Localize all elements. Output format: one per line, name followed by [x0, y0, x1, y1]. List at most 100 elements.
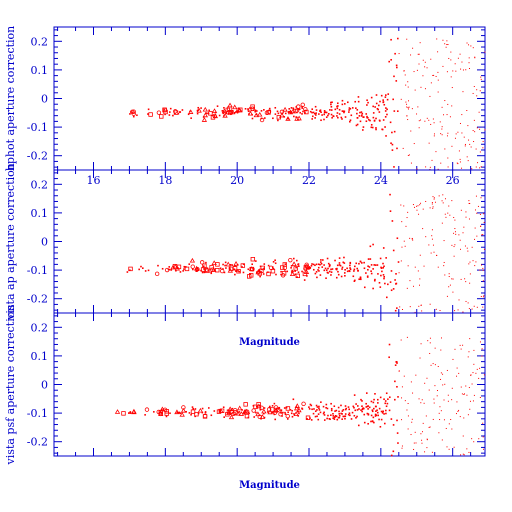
data-point	[384, 126, 386, 128]
data-point	[440, 349, 442, 351]
data-point	[280, 265, 285, 270]
data-point	[388, 356, 390, 359]
data-point	[318, 409, 321, 411]
data-point	[461, 167, 463, 169]
data-point	[473, 441, 475, 443]
data-point	[382, 99, 384, 101]
data-point	[323, 110, 326, 112]
data-point	[371, 420, 374, 422]
data-point	[218, 114, 221, 117]
data-point	[304, 109, 307, 112]
data-point	[201, 117, 208, 122]
data-point	[394, 398, 396, 401]
data-point	[388, 409, 391, 412]
data-point	[449, 214, 451, 216]
data-point	[480, 78, 482, 80]
data-point	[459, 416, 461, 418]
data-point	[204, 411, 207, 413]
data-point	[472, 47, 474, 49]
data-point	[332, 415, 335, 417]
data-point	[384, 402, 387, 405]
data-point	[431, 235, 433, 237]
data-point	[326, 257, 329, 260]
data-point	[312, 263, 315, 266]
data-point	[407, 211, 409, 213]
data-point	[320, 401, 322, 403]
data-point	[349, 268, 352, 271]
data-point	[416, 168, 418, 170]
data-point	[477, 162, 479, 164]
data-point	[451, 105, 453, 107]
data-point	[126, 271, 129, 273]
data-point	[336, 418, 339, 421]
data-point	[349, 119, 352, 122]
data-point	[433, 251, 435, 253]
data-point	[342, 415, 345, 418]
data-point	[461, 114, 463, 116]
data-point	[243, 412, 245, 415]
data-point	[355, 124, 358, 127]
data-point	[473, 394, 475, 396]
data-point	[372, 416, 375, 419]
data-point	[468, 57, 470, 59]
data-point	[401, 308, 403, 310]
data-point	[444, 213, 446, 215]
data-point	[415, 374, 417, 376]
data-point	[452, 278, 454, 280]
data-point	[389, 281, 392, 283]
data-point	[400, 260, 402, 262]
data-point	[355, 403, 357, 405]
data-point	[441, 439, 443, 441]
data-point	[416, 209, 418, 211]
data-point	[462, 91, 464, 93]
data-point	[309, 110, 312, 113]
data-point	[341, 103, 344, 106]
data-point	[342, 110, 345, 113]
data-point	[445, 46, 447, 48]
data-point	[436, 38, 438, 40]
data-point	[441, 200, 443, 202]
data-point	[432, 244, 434, 246]
data-point	[367, 258, 370, 260]
data-point	[293, 266, 298, 271]
data-point	[401, 419, 403, 421]
data-point	[285, 406, 288, 409]
data-point	[399, 306, 401, 308]
data-point	[147, 113, 149, 115]
data-point	[164, 113, 166, 116]
data-point	[403, 205, 405, 207]
data-point	[311, 111, 313, 114]
data-point	[148, 112, 153, 117]
data-point	[382, 262, 384, 265]
data-point	[153, 411, 155, 413]
data-point	[376, 398, 379, 401]
data-point	[443, 240, 445, 242]
data-point	[474, 57, 476, 59]
data-point	[291, 415, 294, 418]
data-point	[183, 268, 185, 270]
data-point	[440, 410, 442, 412]
data-point	[299, 111, 301, 114]
data-point	[358, 278, 360, 281]
data-point	[460, 209, 462, 211]
data-point	[190, 409, 196, 414]
data-point	[219, 408, 225, 413]
data-point	[284, 112, 287, 115]
data-point	[454, 348, 456, 350]
data-point	[228, 266, 234, 272]
y-tick-label: 0.1	[31, 64, 49, 77]
data-point	[438, 412, 440, 414]
data-point	[201, 407, 204, 410]
data-point	[379, 425, 382, 428]
data-point	[377, 402, 379, 404]
data-point	[348, 109, 350, 111]
data-point	[336, 102, 339, 105]
data-point	[361, 407, 364, 410]
y-tick-label: -0.1	[27, 121, 48, 134]
data-point	[396, 432, 399, 434]
data-point	[377, 414, 379, 417]
data-point	[416, 205, 418, 207]
data-point	[334, 410, 336, 412]
data-point	[414, 431, 416, 433]
data-point	[298, 412, 300, 415]
